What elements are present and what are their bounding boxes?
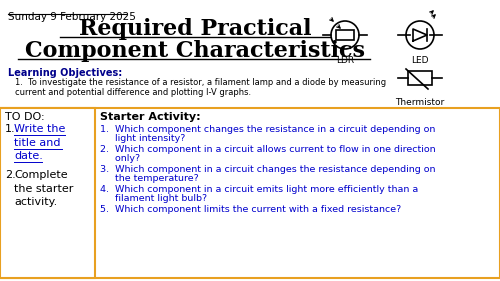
Text: 1.  Which component changes the resistance in a circuit depending on: 1. Which component changes the resistanc… bbox=[100, 125, 436, 134]
Bar bbox=[408, 71, 432, 85]
Text: Write the: Write the bbox=[14, 124, 66, 134]
Bar bbox=[0, 108, 95, 278]
Text: Sunday 9 February 2025: Sunday 9 February 2025 bbox=[8, 12, 136, 22]
Text: LDR: LDR bbox=[336, 56, 354, 65]
Text: LED: LED bbox=[411, 56, 429, 65]
Text: Thermistor: Thermistor bbox=[396, 98, 444, 107]
Text: title and: title and bbox=[14, 137, 60, 148]
Text: 2.  Which component in a circuit allows current to flow in one direction: 2. Which component in a circuit allows c… bbox=[100, 145, 436, 154]
Text: Starter Activity:: Starter Activity: bbox=[100, 112, 200, 122]
Text: only?: only? bbox=[100, 154, 140, 163]
Bar bbox=[0, 108, 500, 278]
Text: 4.  Which component in a circuit emits light more efficiently than a: 4. Which component in a circuit emits li… bbox=[100, 185, 418, 194]
Text: the temperature?: the temperature? bbox=[100, 174, 199, 183]
Text: activity.: activity. bbox=[14, 197, 57, 207]
Bar bbox=[336, 30, 354, 40]
Text: 5.  Which component limits the current with a fixed resistance?: 5. Which component limits the current wi… bbox=[100, 205, 401, 214]
Text: date.: date. bbox=[14, 151, 43, 161]
Text: Component Characteristics: Component Characteristics bbox=[25, 40, 365, 62]
Text: TO DO:: TO DO: bbox=[5, 112, 44, 122]
Text: light intensity?: light intensity? bbox=[100, 134, 186, 143]
Text: 1.  To investigate the resistance of a resistor, a filament lamp and a diode by : 1. To investigate the resistance of a re… bbox=[15, 78, 386, 98]
Text: 2.: 2. bbox=[5, 170, 16, 180]
Text: 3.  Which component in a circuit changes the resistance depending on: 3. Which component in a circuit changes … bbox=[100, 165, 436, 174]
Text: the starter: the starter bbox=[14, 183, 74, 194]
Text: 1.: 1. bbox=[5, 124, 15, 134]
Text: Required Practical: Required Practical bbox=[79, 18, 311, 40]
Text: filament light bulb?: filament light bulb? bbox=[100, 194, 207, 203]
Text: Complete: Complete bbox=[14, 170, 68, 180]
Text: Learning Objectives:: Learning Objectives: bbox=[8, 68, 122, 78]
